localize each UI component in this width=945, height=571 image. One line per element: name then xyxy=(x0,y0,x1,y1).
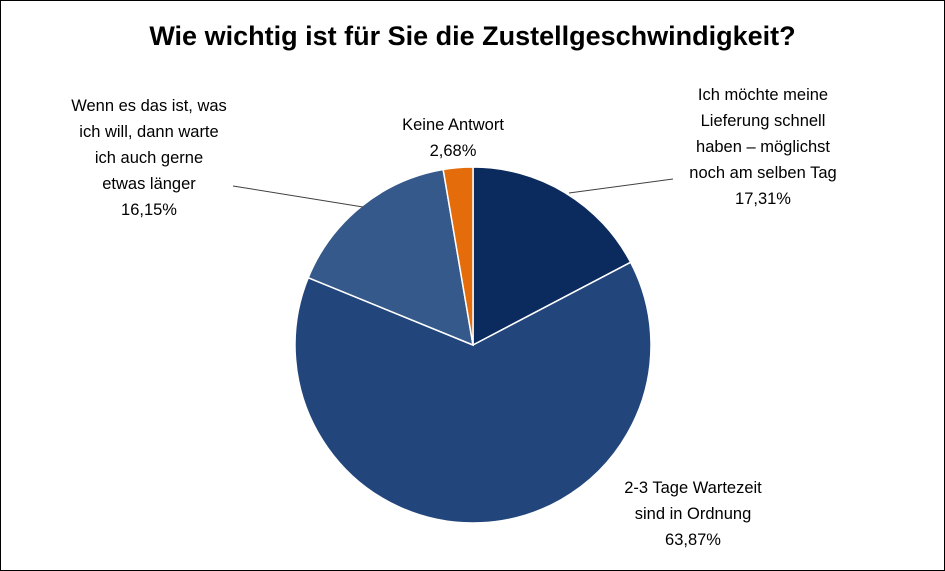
slice-value-label: 16,15% xyxy=(121,201,177,219)
chart-title: Wie wichtig ist für Sie die Zustellgesch… xyxy=(149,21,796,51)
slice-category-label: Wenn es das ist, was xyxy=(71,97,227,115)
slice-category-label: haben – möglichst xyxy=(696,138,830,156)
leader-line-1 xyxy=(568,178,674,194)
slice-label-3: Wenn es das ist, was ich will, dann warte… xyxy=(71,97,227,219)
slice-category-label: ich auch gerne xyxy=(95,149,203,167)
pie-slice-1 xyxy=(472,166,632,347)
slice-category-label: noch am selben Tag xyxy=(689,164,836,182)
slice-category-label: etwas länger xyxy=(102,175,196,193)
slice-value-label: 63,87% xyxy=(665,531,721,549)
slice-category-label: ich will, dann warte xyxy=(79,123,218,141)
pie-slice-3 xyxy=(307,168,474,347)
slice-label-1: Ich möchte meine Lieferung schnell haben –… xyxy=(689,86,836,208)
slice-label-4: Keine Antwort 2,68% xyxy=(402,116,504,160)
slice-label-2: 2-3 Tage Wartezeit sind in Ordnung 63,87% xyxy=(624,479,762,549)
slice-value-label: 2,68% xyxy=(430,142,477,160)
slice-category-label: sind in Ordnung xyxy=(635,505,752,523)
slice-category-label: 2-3 Tage Wartezeit xyxy=(624,479,762,497)
leader-line-3 xyxy=(232,185,364,208)
slice-value-label: 17,31% xyxy=(735,190,791,208)
slice-category-label: Ich möchte meine xyxy=(698,86,828,104)
slice-category-label: Lieferung schnell xyxy=(701,112,826,130)
slice-category-label: Keine Antwort xyxy=(402,116,504,134)
pie-slice-4 xyxy=(442,166,474,346)
pie-slice-2 xyxy=(294,261,652,524)
